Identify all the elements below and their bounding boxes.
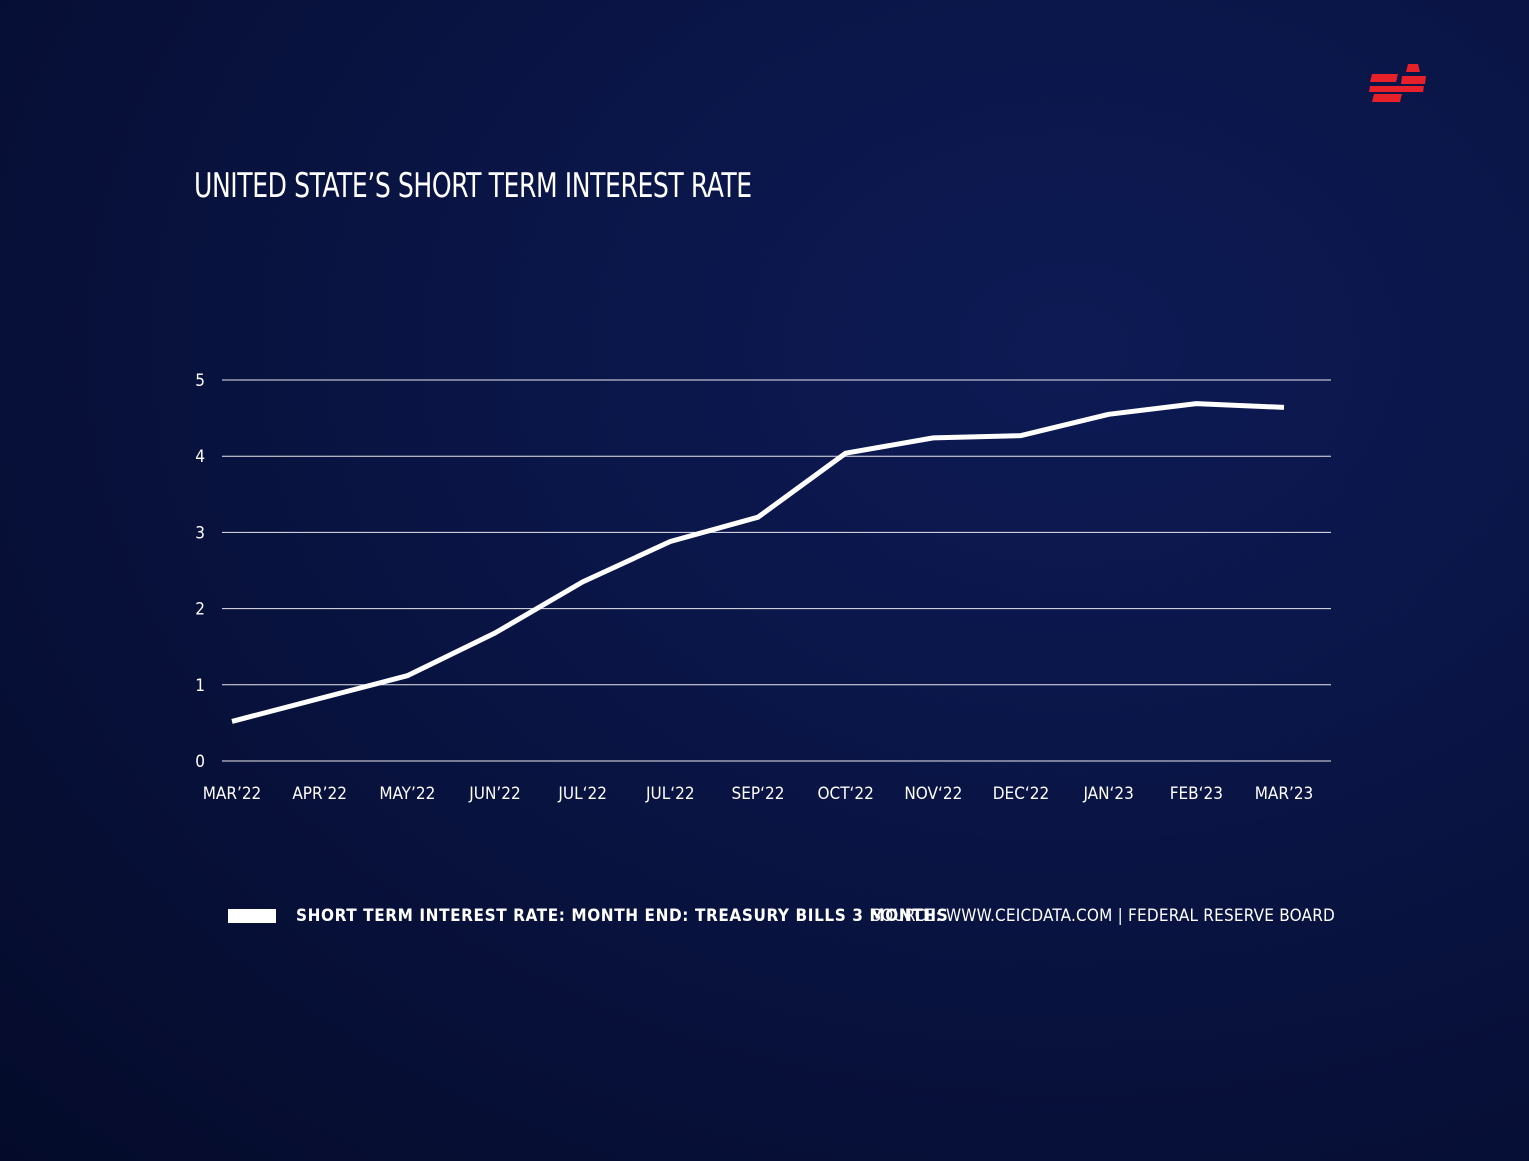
- x-tick-label: JAN‘23: [1082, 784, 1133, 804]
- x-tick-label: OCT‘22: [817, 784, 873, 804]
- series-line: [231, 401, 1285, 724]
- y-tick-label: 0: [195, 752, 205, 772]
- x-tick-label: JUL‘22: [557, 784, 607, 804]
- x-tick-label: SEP‘22: [732, 784, 785, 804]
- y-tick-label: 4: [195, 447, 205, 467]
- chart-legend: SHORT TERM INTEREST RATE: MONTH END: TRE…: [228, 906, 948, 926]
- y-tick-label: 2: [195, 600, 205, 620]
- x-tick-label: APR’22: [292, 784, 347, 804]
- legend-swatch: [228, 909, 276, 923]
- y-tick-label: 5: [195, 371, 205, 391]
- y-tick-label: 1: [195, 676, 205, 696]
- x-tick-label: NOV‘22: [904, 784, 962, 804]
- x-tick-label: DEC‘22: [993, 784, 1049, 804]
- x-tick-label: JUN’22: [468, 784, 520, 804]
- chart-title: UNITED STATE’S SHORT TERM INTEREST RATE: [194, 166, 752, 206]
- brand-logo-icon: [1369, 64, 1426, 102]
- legend-label: SHORT TERM INTEREST RATE: MONTH END: TRE…: [296, 906, 949, 926]
- x-tick-label: MAR’23: [1255, 784, 1314, 804]
- source-note: SOURCE: WWW.CEICDATA.COM | FEDERAL RESER…: [871, 906, 1335, 926]
- y-tick-label: 3: [195, 523, 205, 543]
- x-tick-label: MAY’22: [379, 784, 435, 804]
- x-tick-label: MAR’22: [203, 784, 262, 804]
- x-tick-label: FEB‘23: [1170, 784, 1223, 804]
- x-tick-label: JUL‘22: [645, 784, 695, 804]
